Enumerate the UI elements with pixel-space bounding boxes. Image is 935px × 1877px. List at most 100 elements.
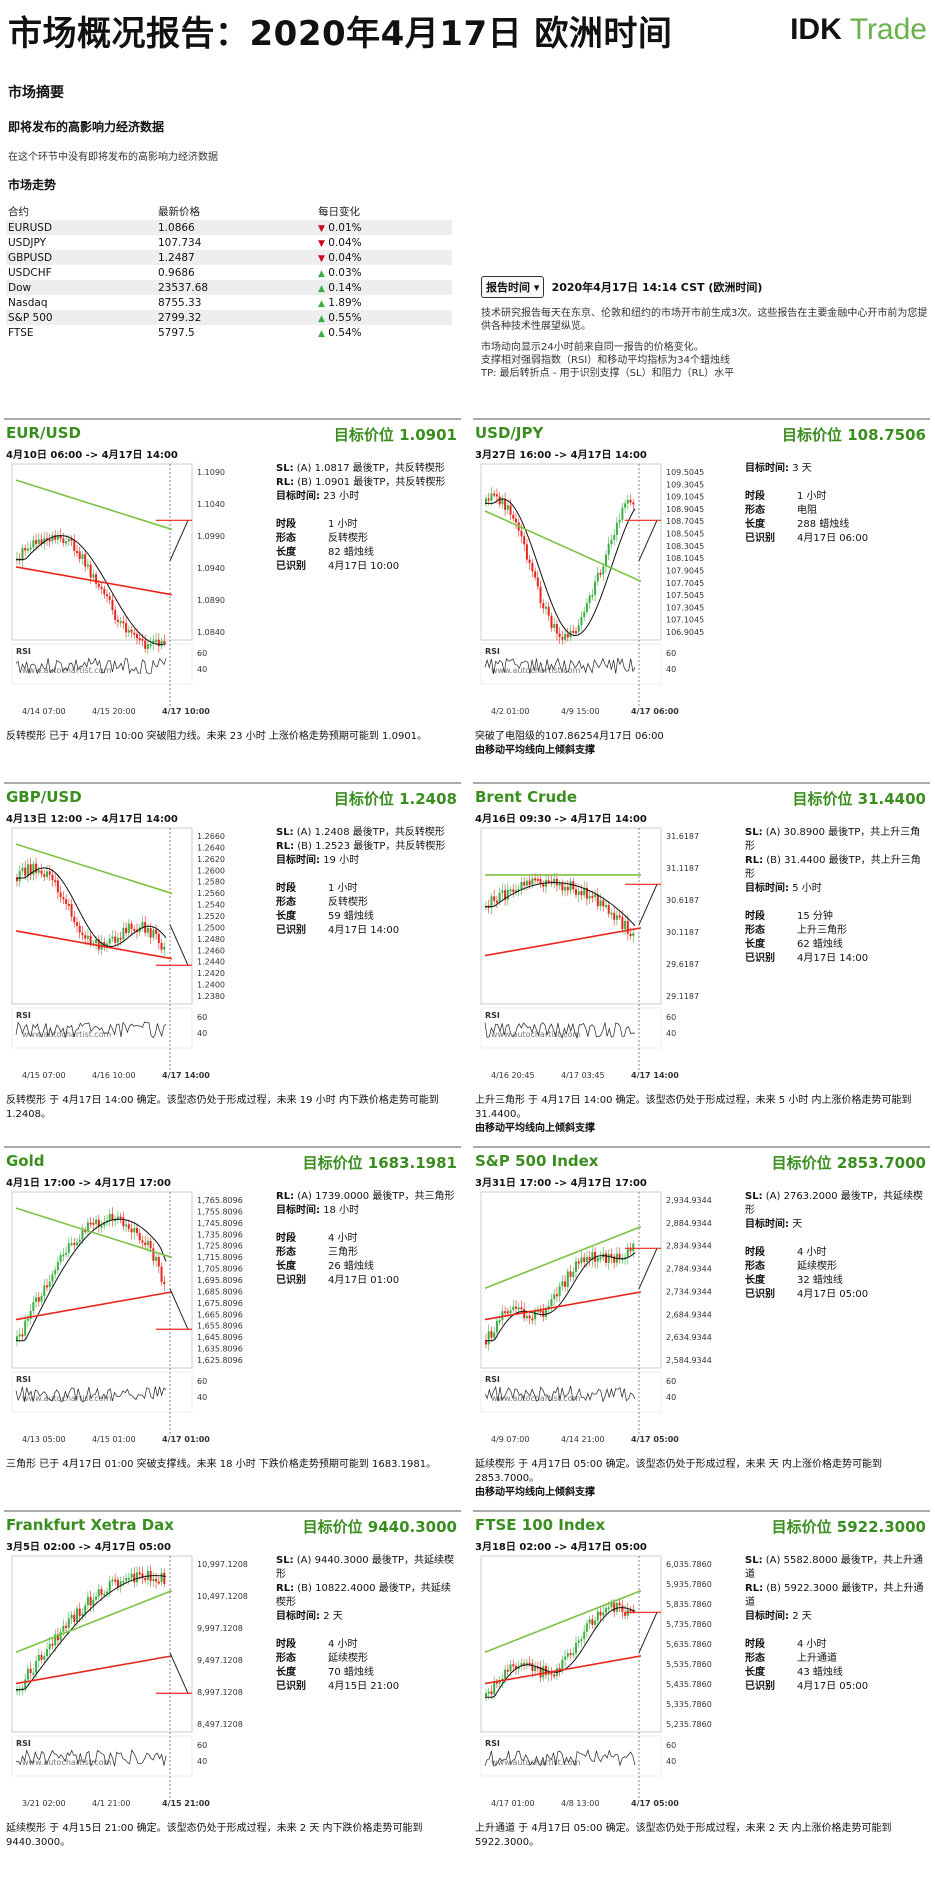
latest-price: 5797.5 bbox=[158, 326, 195, 339]
change-value: 0.14% bbox=[328, 281, 362, 294]
x-tick-label: 4/13 05:00 bbox=[22, 1435, 66, 1444]
shape-row: 形态 延续楔形 bbox=[276, 1652, 460, 1666]
instrument-name[interactable]: USD/JPY bbox=[475, 424, 544, 442]
shape-value: 延续楔形 bbox=[797, 1261, 837, 1272]
x-tick-label: 4/17 05:00 bbox=[631, 1435, 679, 1444]
price-chart: 1.1090 1.1040 1.0990 1.0940 1.0890 1.0840 60 40… bbox=[6, 460, 268, 726]
y-tick-label: 1,635.8096 bbox=[197, 1345, 243, 1354]
pattern-description: 反转楔形 已于 4月17日 10:00 突破阻力线。未来 23 小时 上涨价格走… bbox=[6, 730, 458, 744]
daily-change: ▼ 0.04% bbox=[316, 235, 452, 250]
y-tick-label: 1.2440 bbox=[197, 958, 225, 967]
events-heading: 即将发布的高影响力经济数据 bbox=[8, 120, 165, 134]
support-level: SL: (A) 1.0817 最後TP，共反转楔形 bbox=[276, 462, 460, 476]
chart-panel: S&P 500 Index 目标价位 2853.7000 3月31日 17:00 -… bbox=[473, 1146, 930, 1513]
identified-row: 已识别 4月17日 14:00 bbox=[745, 952, 929, 966]
period-value: 1 小时 bbox=[328, 883, 358, 894]
support-trend-line bbox=[15, 1291, 173, 1321]
description-text: 反转楔形 于 4月17日 14:00 确定。该型态仍处于形成过程，未来 19 小… bbox=[6, 1095, 439, 1120]
rl-label: RL: bbox=[276, 841, 295, 852]
contract-name: GBPUSD bbox=[6, 250, 156, 265]
rsi-frame bbox=[11, 1735, 193, 1777]
target-time: 目标时间: 2 天 bbox=[276, 1610, 460, 1624]
sl-value: (A) 5582.8000 最後TP，共上升通道 bbox=[745, 1555, 923, 1580]
length-row: 长度 70 蜡烛线 bbox=[276, 1666, 460, 1680]
rsi-frame bbox=[480, 643, 662, 685]
resistance-trend-line bbox=[15, 479, 173, 531]
sl-value: (A) 9440.3000 最後TP，共延续楔形 bbox=[276, 1555, 454, 1580]
rsi-tick-label: 40 bbox=[666, 1757, 676, 1766]
rsi-label: RSI bbox=[485, 647, 500, 656]
target-price: 目标价位 5922.3000 bbox=[771, 1518, 926, 1536]
identified-label: 已识别 bbox=[745, 1289, 775, 1300]
x-tick-label: 4/9 07:00 bbox=[491, 1435, 529, 1444]
rsi-tick-label: 60 bbox=[666, 1013, 676, 1022]
target-time-label: 目标时间: bbox=[745, 463, 789, 474]
description-text: 延续楔形 于 4月15日 21:00 确定。该型态仍处于形成过程，未来 2 天 … bbox=[6, 1823, 423, 1848]
y-tick-label: 5,435.7860 bbox=[666, 1680, 712, 1689]
report-time-value: 2020年4月17日 14:14 CST (欧洲时间) bbox=[551, 281, 763, 294]
length-label: 长度 bbox=[745, 1667, 765, 1678]
pattern-info: SL: (A) 5582.8000 最後TP，共上升通道 RL: (B) 5922… bbox=[745, 1554, 929, 1694]
target-time-value: 天 bbox=[792, 1219, 803, 1230]
instrument-name[interactable]: S&P 500 Index bbox=[475, 1152, 599, 1170]
instrument-name[interactable]: Brent Crude bbox=[475, 788, 578, 806]
sl-value: (A) 1.2408 最後TP，共反转楔形 bbox=[296, 827, 445, 838]
chart-canvas: 109.5045 109.3045 109.1045 108.9045 108.7045… bbox=[480, 463, 704, 716]
y-tick-label: 31.1187 bbox=[666, 864, 699, 873]
period-label: 时段 bbox=[745, 1639, 765, 1650]
y-tick-label: 2,634.9344 bbox=[666, 1333, 712, 1342]
length-label: 长度 bbox=[745, 519, 765, 530]
chart-canvas: 31.6187 31.1187 30.6187 30.1187 29.6187 29.11… bbox=[480, 827, 699, 1080]
x-tick-label: 4/15 20:00 bbox=[92, 707, 136, 716]
instrument-name[interactable]: EUR/USD bbox=[6, 424, 81, 442]
projection-arrow bbox=[169, 520, 189, 562]
report-time-dropdown[interactable]: 报告时间 ▾ bbox=[481, 276, 545, 298]
instrument-name[interactable]: GBP/USD bbox=[6, 788, 82, 806]
y-tick-label: 5,335.7860 bbox=[666, 1700, 712, 1709]
sl-value: (A) 1.0817 最後TP，共反转楔形 bbox=[296, 463, 445, 474]
length-row: 长度 59 蜡烛线 bbox=[276, 910, 460, 924]
date-range: 3月18日 02:00 -> 4月17日 05:00 bbox=[475, 1542, 647, 1553]
description-text: 延续楔形 于 4月17日 05:00 确定。该型态仍处于形成过程，未来 天 内上… bbox=[475, 1459, 882, 1484]
instrument-name[interactable]: Gold bbox=[6, 1152, 45, 1170]
x-tick-label: 4/14 21:00 bbox=[561, 1435, 605, 1444]
length-value: 62 蜡烛线 bbox=[797, 939, 843, 950]
shape-value: 延续楔形 bbox=[328, 1653, 368, 1664]
date-range: 3月27日 16:00 -> 4月17日 14:00 bbox=[475, 450, 647, 461]
logo-text: Trade bbox=[849, 13, 927, 46]
triangle-down-icon: ▼ bbox=[318, 223, 325, 234]
rl-label: RL: bbox=[276, 1191, 295, 1202]
logo-mark: IDK bbox=[790, 13, 842, 46]
length-label: 长度 bbox=[745, 939, 765, 950]
y-tick-label: 29.1187 bbox=[666, 992, 699, 1001]
description-text: 上升通道 于 4月17日 05:00 确定。该型态仍处于形成过程，未来 2 天 … bbox=[475, 1823, 892, 1848]
length-row: 长度 62 蜡烛线 bbox=[745, 938, 929, 952]
chart-canvas: 1.2660 1.2640 1.2620 1.2600 1.2580 1.2560 1.25… bbox=[11, 827, 225, 1080]
pattern-info: SL: (A) 9440.3000 最後TP，共延续楔形 RL: (B) 1082… bbox=[276, 1554, 460, 1694]
rsi-tick-label: 60 bbox=[666, 1377, 676, 1386]
y-tick-label: 1.2500 bbox=[197, 923, 225, 932]
triangle-up-icon: ▲ bbox=[318, 328, 325, 339]
report-desc-3: 支撑相对强弱指数（RSI）和移动平均指标为34个蜡烛线 bbox=[481, 355, 730, 366]
rsi-line bbox=[15, 1021, 167, 1039]
instrument-name[interactable]: Frankfurt Xetra Dax bbox=[6, 1516, 174, 1534]
table-row: EURUSD 1.0866 ▼ 0.01% bbox=[6, 220, 452, 235]
identified-label: 已识别 bbox=[276, 925, 306, 936]
latest-price: 23537.68 bbox=[156, 280, 316, 295]
rsi-label: RSI bbox=[16, 1739, 31, 1748]
column-header: 合约 bbox=[8, 206, 29, 218]
resistance-trend-line bbox=[15, 1589, 173, 1653]
length-label: 长度 bbox=[745, 1275, 765, 1286]
rl-label: RL: bbox=[276, 477, 295, 488]
daily-change: ▲ 0.55% bbox=[316, 310, 452, 325]
length-row: 长度 288 蜡烛线 bbox=[745, 518, 929, 532]
length-value: 43 蜡烛线 bbox=[797, 1667, 843, 1678]
period-value: 1 小时 bbox=[328, 519, 358, 530]
period-row: 时段 4 小时 bbox=[276, 1232, 460, 1246]
pattern-description: 突破了电阻级的107.86254月17日 06:00 由移动平均线向上倾斜支撑 bbox=[475, 730, 927, 758]
length-label: 长度 bbox=[276, 547, 296, 558]
y-tick-label: 1.2420 bbox=[197, 969, 225, 978]
report-header: 市场概况报告：2020年4月17日 欧洲时间 IDK Trade bbox=[0, 0, 935, 62]
target-time: 目标时间: 3 天 bbox=[745, 462, 929, 476]
instrument-name[interactable]: FTSE 100 Index bbox=[475, 1516, 606, 1534]
